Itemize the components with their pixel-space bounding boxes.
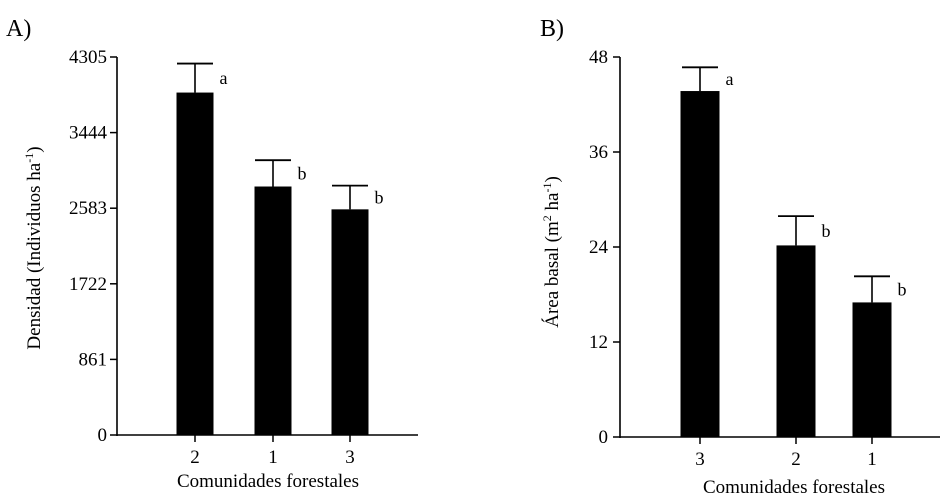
panel-b-bar-3	[680, 91, 720, 438]
panel-a-y-tick-label: 0	[98, 425, 108, 446]
panel-b-y-tick-label: 0	[599, 427, 609, 448]
panel-b-bars: a 3 b 2 b 1	[680, 66, 907, 470]
panel-b-significance-letter: b	[898, 279, 907, 299]
panel-a-significance-letter: b	[298, 163, 307, 183]
panel-b-x-tick-label: 2	[791, 449, 801, 470]
panel-b-y-tick-label: 12	[589, 332, 608, 353]
panel-a-y-tick-label: 2583	[69, 198, 107, 219]
panel-b-chart: B) Área basal (m2 ha-1) Comunidades fore…	[540, 16, 940, 497]
panel-b-x-axis-title: Comunidades forestales	[703, 477, 885, 497]
panel-b-significance-letter: b	[822, 221, 831, 241]
panel-a-y-tick-label: 4305	[69, 47, 107, 68]
panel-a-bars: a 2 b 1 b 3	[176, 62, 384, 468]
panel-a-x-axis-title: Comunidades forestales	[177, 471, 359, 492]
panel-b-bar-2	[776, 245, 816, 437]
panel-b-y-tick-label: 48	[589, 47, 608, 68]
panel-a-x-tick-label: 3	[345, 447, 355, 468]
panel-a-bar-2	[176, 92, 214, 435]
panel-b-y-ticks: 0 12 24 36 48	[589, 47, 620, 448]
panel-b-y-tick-label: 36	[589, 142, 608, 163]
panel-a-bar-1	[254, 186, 292, 435]
panel-a-y-axis-title: Densidad (Individuos ha-1)	[22, 146, 45, 349]
panel-b-significance-letter: a	[726, 69, 734, 89]
panel-a-bar-3	[331, 209, 369, 435]
panel-a-x-tick-label: 2	[190, 447, 200, 468]
panel-b-bar-1	[852, 302, 892, 437]
panel-a-chart: A) Densidad (Individuos ha-1) Comunidade…	[6, 16, 418, 492]
panel-a-y-ticks: 0 861 1722 2583 3444 4305	[69, 47, 117, 446]
panel-b-y-tick-label: 24	[589, 237, 609, 258]
panel-b-x-tick-label: 3	[695, 449, 705, 470]
panel-a-label: A)	[6, 16, 31, 42]
panel-a-significance-letter: b	[375, 187, 384, 207]
panel-a-y-tick-label: 861	[79, 349, 108, 370]
panel-a-y-tick-label: 3444	[69, 123, 108, 144]
panel-b-label: B)	[540, 16, 564, 42]
panel-b-y-axis-title: Área basal (m2 ha-1)	[540, 176, 563, 328]
panel-a-y-tick-label: 1722	[69, 274, 107, 295]
panel-b-x-tick-label: 1	[867, 449, 877, 470]
panel-a-x-tick-label: 1	[268, 447, 278, 468]
panel-a-significance-letter: a	[220, 68, 228, 88]
